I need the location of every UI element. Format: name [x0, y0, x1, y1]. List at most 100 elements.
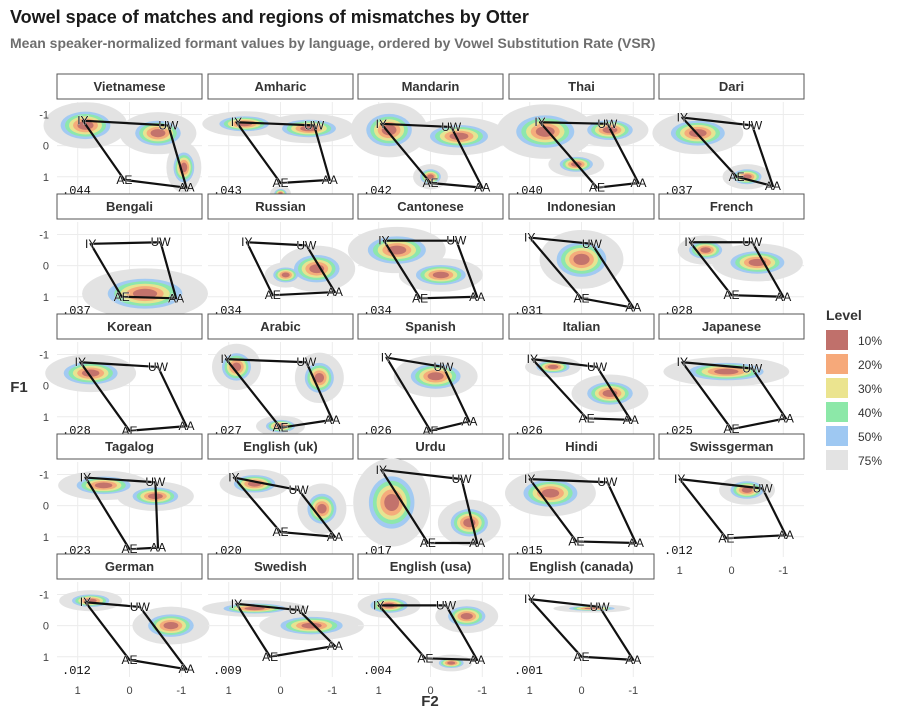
facet-strip — [658, 193, 805, 220]
density-level — [447, 661, 456, 665]
density-level — [541, 488, 560, 498]
vowel-label: UW — [296, 238, 317, 252]
vowel-label: AA — [474, 181, 490, 195]
vowel-label: AE — [116, 173, 132, 187]
vowel-label: IY — [684, 235, 695, 249]
vowel-label: AA — [168, 291, 184, 305]
vowel-label: AA — [327, 285, 343, 299]
vowel-quadrilateral — [385, 356, 471, 432]
vowel-quadrilateral — [382, 239, 479, 300]
density-level — [427, 372, 444, 381]
vowel-quadrilateral — [81, 119, 188, 189]
density-level — [714, 368, 739, 375]
x-tick-label: 0 — [126, 685, 132, 697]
legend-swatch — [826, 402, 848, 422]
y-tick-label: -1 — [39, 229, 49, 241]
panel-grid — [659, 462, 804, 557]
vowel-label: IY — [228, 471, 239, 485]
density-contours — [677, 235, 803, 282]
legend-label: 10% — [858, 334, 882, 348]
vowel-label: UW — [148, 360, 169, 374]
vowel-label: UW — [151, 235, 172, 249]
density-contours — [539, 229, 624, 289]
vowel-label: UW — [441, 120, 462, 134]
vowel-label: AE — [723, 288, 739, 302]
facet-title: Hindi — [565, 439, 598, 454]
density-level — [432, 271, 449, 279]
vowel-label: AE — [265, 288, 281, 302]
vowel-label: UW — [742, 361, 763, 375]
vowel-quadrilateral — [380, 122, 484, 189]
y-tick-label: 0 — [43, 501, 49, 513]
vowel-label: UW — [289, 483, 310, 497]
vowel-label: AA — [623, 413, 639, 427]
facet-strip — [56, 313, 203, 340]
legend-swatch — [826, 450, 848, 470]
legend-label: 20% — [858, 358, 882, 372]
vowel-label: IY — [524, 472, 535, 486]
facet-title: Tagalog — [105, 439, 154, 454]
facet-panel: English (canada) IY UW AA AE .001 — [508, 553, 655, 678]
facet-title: Amharic — [254, 79, 306, 94]
vsr-value: .012 — [62, 664, 91, 678]
density-level — [132, 288, 158, 299]
facet-strip — [508, 73, 655, 100]
facet-strip — [508, 193, 655, 220]
vowel-label: AE — [121, 542, 137, 556]
density-contours — [504, 470, 596, 517]
x-tick-label: 1 — [527, 685, 533, 697]
vowel-label: IY — [80, 471, 91, 485]
vowel-label: IY — [77, 114, 88, 128]
vowel-label: UW — [742, 235, 763, 249]
y-tick-label: -1 — [39, 109, 49, 121]
facet-panel: Swissgerman IY UW AA AE .012 — [658, 433, 805, 558]
vowel-label: UW — [433, 360, 454, 374]
vowel-label: AA — [778, 528, 794, 542]
vowel-label: AE — [568, 534, 584, 548]
facet-panel: English (usa) IY UW AA AE .004 — [357, 553, 504, 678]
vowel-label: UW — [296, 355, 317, 369]
facet-strip — [357, 553, 504, 580]
vowel-label: UW — [597, 117, 618, 131]
vowel-label: AA — [765, 179, 781, 193]
vowel-label: AA — [461, 414, 477, 428]
x-tick-label: 0 — [578, 685, 584, 697]
density-level — [427, 174, 434, 180]
vowel-label: AE — [272, 176, 288, 190]
vowel-label: AE — [114, 290, 130, 304]
facet-title: Indonesian — [547, 199, 616, 214]
facet-title: Vietnamese — [93, 79, 165, 94]
vowel-label: AE — [417, 651, 433, 665]
y-tick-label: 0 — [43, 621, 49, 633]
vowel-quadrilateral — [235, 602, 336, 658]
x-tick-label: 1 — [75, 685, 81, 697]
vowel-label: UW — [452, 472, 473, 486]
facet-title: Urdu — [415, 439, 445, 454]
x-tick-label: -1 — [477, 685, 487, 697]
facet-title: Arabic — [260, 319, 300, 334]
vowel-quadrilateral — [377, 604, 479, 661]
facet-strip — [207, 193, 354, 220]
vowel-label: AE — [262, 650, 278, 664]
panel-grid — [659, 342, 804, 437]
facet-strip — [357, 193, 504, 220]
density-level — [314, 372, 325, 383]
legend-swatch — [826, 378, 848, 398]
vowel-quadrilateral — [84, 476, 160, 551]
vowel-label: UW — [590, 600, 611, 614]
vowel-label: IY — [674, 472, 685, 486]
vowel-label: AE — [729, 170, 745, 184]
vowel-quadrilateral — [681, 361, 787, 431]
vowel-label: AA — [327, 639, 343, 653]
facet-strip — [207, 553, 354, 580]
vowel-label: IY — [80, 595, 91, 609]
density-contours — [45, 354, 137, 393]
vowel-label: AE — [723, 422, 739, 436]
vowel-label: AA — [469, 653, 485, 667]
vowel-label: IY — [373, 598, 384, 612]
